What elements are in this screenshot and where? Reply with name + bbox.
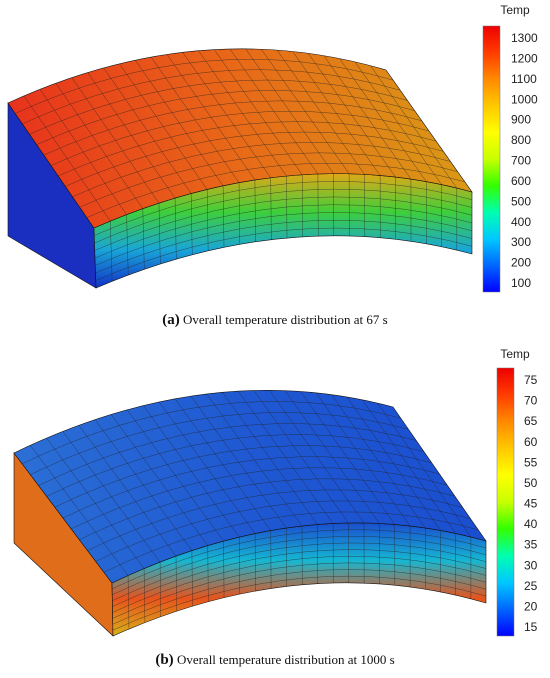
colorbar-tick-label: 20 (524, 599, 538, 613)
colorbar-tick-label: 40 (524, 517, 538, 531)
colorbar-tick-label: 55 (524, 455, 538, 469)
caption-tag: (a) (162, 312, 180, 328)
mesh-body (13, 390, 487, 637)
colorbar-tick-label: 900 (511, 113, 531, 127)
colorbar-tick-label: 400 (511, 215, 531, 229)
mesh-body (7, 48, 473, 289)
panel-b: Temp 75 70 65 60 55 50 45 40 35 30 25 20 15 (b) Over… (0, 338, 550, 678)
colorbar: Temp 75 70 65 60 55 50 45 40 35 30 25 20 15 (496, 347, 538, 637)
colorbar-tick-label: 300 (511, 235, 531, 249)
caption-text: Overall temperature distribution at 67 s (183, 312, 388, 327)
colorbar-tick-label: 800 (511, 133, 531, 147)
colorbar-tick-label: 65 (524, 414, 538, 428)
colorbar-tick-label: 30 (524, 558, 538, 572)
colorbar-scale (482, 25, 501, 293)
colorbar-title: Temp (500, 347, 530, 361)
caption-text: Overall temperature distribution at 1000… (176, 652, 395, 667)
colorbar-tick-label: 700 (511, 154, 531, 168)
colorbar-title: Temp (500, 3, 530, 17)
temperature-plot-67s: Temp 1300 1200 1100 1000 900 800 700 600 500 400 3… (7, 3, 538, 293)
inner-face-mesh (112, 522, 486, 631)
colorbar-tick-label: 15 (524, 620, 538, 634)
colorbar-tick-label: 1000 (511, 92, 538, 106)
colorbar-tick-label: 70 (524, 394, 538, 408)
colorbar-tick-label: 50 (524, 476, 538, 490)
inner-face-mesh (94, 173, 472, 282)
colorbar-tick-label: 1200 (511, 51, 538, 65)
top-face-mesh (15, 48, 465, 222)
colorbar-tick-label: 200 (511, 256, 531, 270)
colorbar-tick-label: 75 (524, 373, 538, 387)
colorbar-tick-label: 100 (511, 276, 531, 290)
colorbar-scale (496, 367, 515, 637)
colorbar-tick-label: 45 (524, 497, 538, 511)
temperature-plot-1000s: Temp 75 70 65 60 55 50 45 40 35 30 25 20 15 (13, 347, 538, 637)
caption-a: (a) Overall temperature distribution at … (0, 312, 550, 329)
top-face-mesh (22, 390, 479, 576)
colorbar-tick-label: 500 (511, 194, 531, 208)
colorbar: Temp 1300 1200 1100 1000 900 800 700 600 500 400 3… (482, 3, 538, 293)
colorbar-tick-label: 1300 (511, 31, 538, 45)
colorbar-tick-label: 1100 (511, 72, 537, 86)
colorbar-tick-label: 25 (524, 579, 538, 593)
caption-tag: (b) (155, 652, 174, 668)
colorbar-tick-label: 600 (511, 174, 531, 188)
panel-a: Temp 1300 1200 1100 1000 900 800 700 600 500 400 3… (0, 0, 550, 338)
colorbar-tick-label: 60 (524, 435, 538, 449)
caption-b: (b) Overall temperature distribution at … (0, 652, 550, 669)
colorbar-tick-label: 35 (524, 538, 538, 552)
